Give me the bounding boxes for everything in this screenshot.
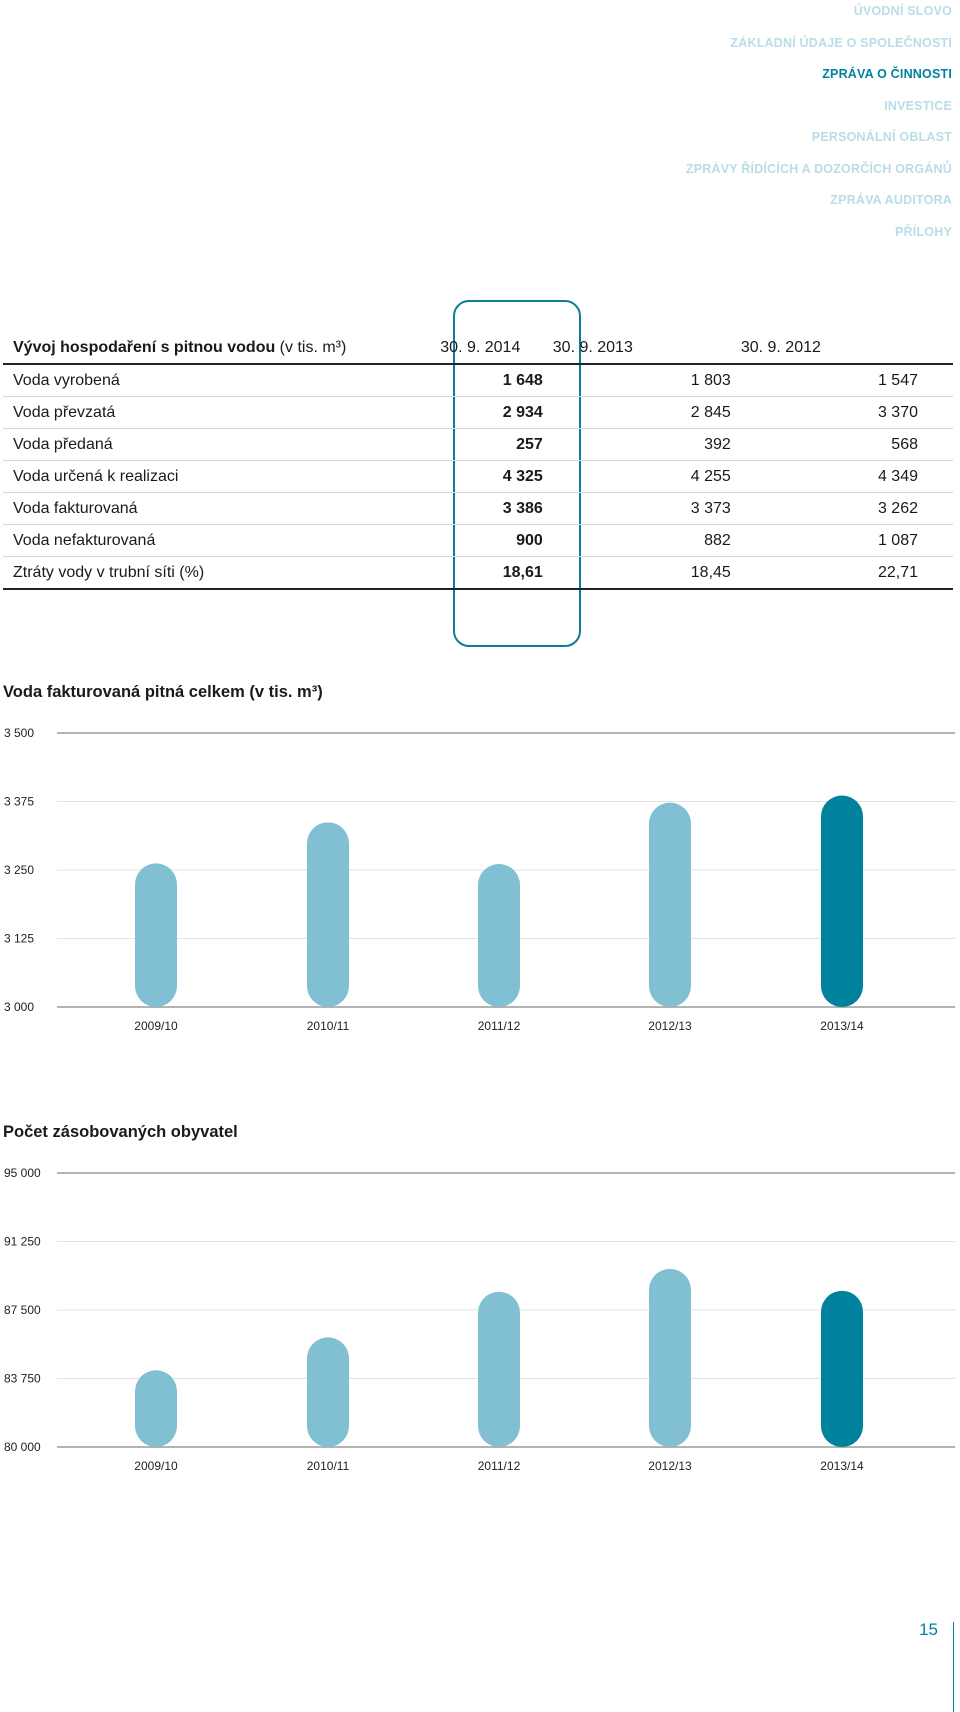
row-value-col-2: 1 087 [877, 531, 918, 549]
row-value-col-2: 1 547 [877, 371, 918, 389]
row-value-col-1: 392 [704, 435, 731, 453]
section-navigation: ÚVODNÍ SLOVO ZÁKLADNÍ ÚDAJE O SPOLEČNOSTI… [686, 0, 952, 252]
page-number-rule [953, 1622, 954, 1712]
y-tick-label: 3 250 [4, 863, 34, 877]
row-value-col-2: 568 [891, 435, 918, 453]
row-value-col-0: 900 [516, 531, 543, 549]
x-tick-label: 2013/14 [820, 1459, 864, 1473]
x-tick-label: 2013/14 [820, 1019, 864, 1033]
bar [307, 1337, 349, 1447]
row-value-col-0: 257 [516, 435, 543, 453]
chart-supplied-population: 80 000 83 750 87 500 91 250 95 000 2009/10 201… [4, 1166, 955, 1473]
page-number: 15 [919, 1620, 938, 1639]
row-label: Voda vyrobená [13, 371, 120, 389]
x-tick-label: 2009/10 [134, 1459, 178, 1473]
row-value-col-0: 1 648 [502, 371, 543, 389]
table-header-row: Vývoj hospodaření s pitnou vodou (v tis.… [3, 332, 953, 364]
y-tick-label: 3 500 [4, 726, 34, 740]
row-value-col-1: 1 803 [690, 371, 731, 389]
chart-title-billed-water: Voda fakturovaná pitná celkem (v tis. m³… [3, 683, 323, 701]
row-value-col-0: 4 325 [502, 467, 543, 485]
table-row: Ztráty vody v trubní síti (%) 18,61 18,45 2… [3, 557, 953, 589]
x-tick-label: 2010/11 [307, 1019, 350, 1033]
column-header-2014: 30. 9. 2014 [440, 338, 521, 356]
row-value-col-1: 2 845 [690, 403, 731, 421]
nav-item-7[interactable]: PŘÍLOHY [895, 224, 952, 239]
row-label: Voda určená k realizaci [13, 467, 179, 485]
row-value-col-0: 2 934 [502, 403, 543, 421]
row-label: Ztráty vody v trubní síti (%) [13, 563, 205, 581]
table-title-bold: Vývoj hospodaření s pitnou vodou [13, 338, 276, 356]
current-year-highlight [453, 300, 581, 647]
y-tick-label: 95 000 [4, 1166, 41, 1180]
row-value-col-1: 4 255 [690, 467, 731, 485]
row-value-col-2: 22,71 [877, 563, 918, 581]
nav-item-6[interactable]: ZPRÁVA AUDITORA [830, 193, 952, 207]
x-tick-label: 2011/12 [478, 1019, 521, 1033]
table-row: Voda převzatá 2 934 2 845 3 370 [3, 397, 953, 429]
x-tick-label: 2011/12 [478, 1459, 521, 1473]
nav-item-0[interactable]: ÚVODNÍ SLOVO [853, 4, 952, 18]
y-tick-label: 3 375 [4, 795, 34, 809]
column-header-2013: 30. 9. 2013 [552, 338, 633, 356]
y-tick-label: 3 000 [4, 1000, 34, 1014]
column-header-2012: 30. 9. 2012 [740, 338, 821, 356]
y-tick-label: 91 250 [4, 1235, 41, 1249]
bar [649, 802, 691, 1007]
row-value-col-1: 3 373 [690, 499, 731, 517]
y-tick-label: 3 125 [4, 932, 34, 946]
bar [478, 863, 520, 1007]
nav-item-3[interactable]: INVESTICE [884, 98, 952, 113]
row-value-col-0: 3 386 [502, 499, 543, 517]
table-row: Voda předaná 257 392 568 [3, 429, 953, 461]
chart-title-supplied-population: Počet zásobovaných obyvatel [3, 1123, 238, 1141]
bar [821, 795, 863, 1007]
x-tick-label: 2012/13 [648, 1459, 692, 1473]
row-value-col-2: 4 349 [877, 467, 918, 485]
row-value-col-2: 3 262 [877, 499, 918, 517]
water-management-table: Vývoj hospodaření s pitnou vodou (v tis.… [3, 332, 953, 590]
row-label: Voda nefakturovaná [13, 531, 156, 549]
y-tick-label: 80 000 [4, 1440, 41, 1454]
bar [478, 1291, 520, 1447]
bar [135, 863, 177, 1007]
nav-item-1[interactable]: ZÁKLADNÍ ÚDAJE O SPOLEČNOSTI [730, 35, 952, 50]
x-tick-label: 2010/11 [307, 1459, 350, 1473]
bar [649, 1268, 691, 1447]
table-title: Vývoj hospodaření s pitnou vodou (v tis.… [3, 332, 430, 364]
row-value-col-1: 882 [704, 531, 731, 549]
table-row: Voda určená k realizaci 4 325 4 255 4 349 [3, 461, 953, 493]
x-tick-label: 2009/10 [134, 1019, 178, 1033]
row-value-col-2: 3 370 [877, 403, 918, 421]
bar [135, 1370, 177, 1447]
nav-item-4[interactable]: PERSONÁLNÍ OBLAST [811, 130, 952, 144]
table-title-unit: (v tis. m³) [275, 338, 347, 356]
row-label: Voda převzatá [13, 403, 116, 421]
bar [307, 822, 349, 1007]
bar [821, 1290, 863, 1447]
table-row: Voda fakturovaná 3 386 3 373 3 262 [3, 493, 953, 525]
table-row: Voda vyrobená 1 648 1 803 1 547 [3, 364, 953, 397]
row-value-col-1: 18,45 [690, 563, 731, 581]
table-body: Voda vyrobená 1 648 1 803 1 547 Voda převzat… [3, 364, 953, 589]
row-label: Voda fakturovaná [13, 499, 138, 517]
row-label: Voda předaná [13, 435, 113, 453]
nav-item-5[interactable]: ZPRÁVY ŘÍDÍCÍCH A DOZORČÍCH ORGÁNŮ [685, 161, 952, 176]
chart-billed-water: 3 000 3 125 3 250 3 375 3 500 2009/10 2010/11 2… [4, 726, 955, 1033]
nav-item-2[interactable]: ZPRÁVA O ČINNOSTI [822, 67, 952, 81]
row-value-col-0: 18,61 [502, 563, 543, 581]
y-tick-label: 87 500 [4, 1303, 41, 1317]
y-tick-label: 83 750 [4, 1372, 41, 1386]
x-tick-label: 2012/13 [648, 1019, 692, 1033]
table-row: Voda nefakturovaná 900 882 1 087 [3, 525, 953, 557]
